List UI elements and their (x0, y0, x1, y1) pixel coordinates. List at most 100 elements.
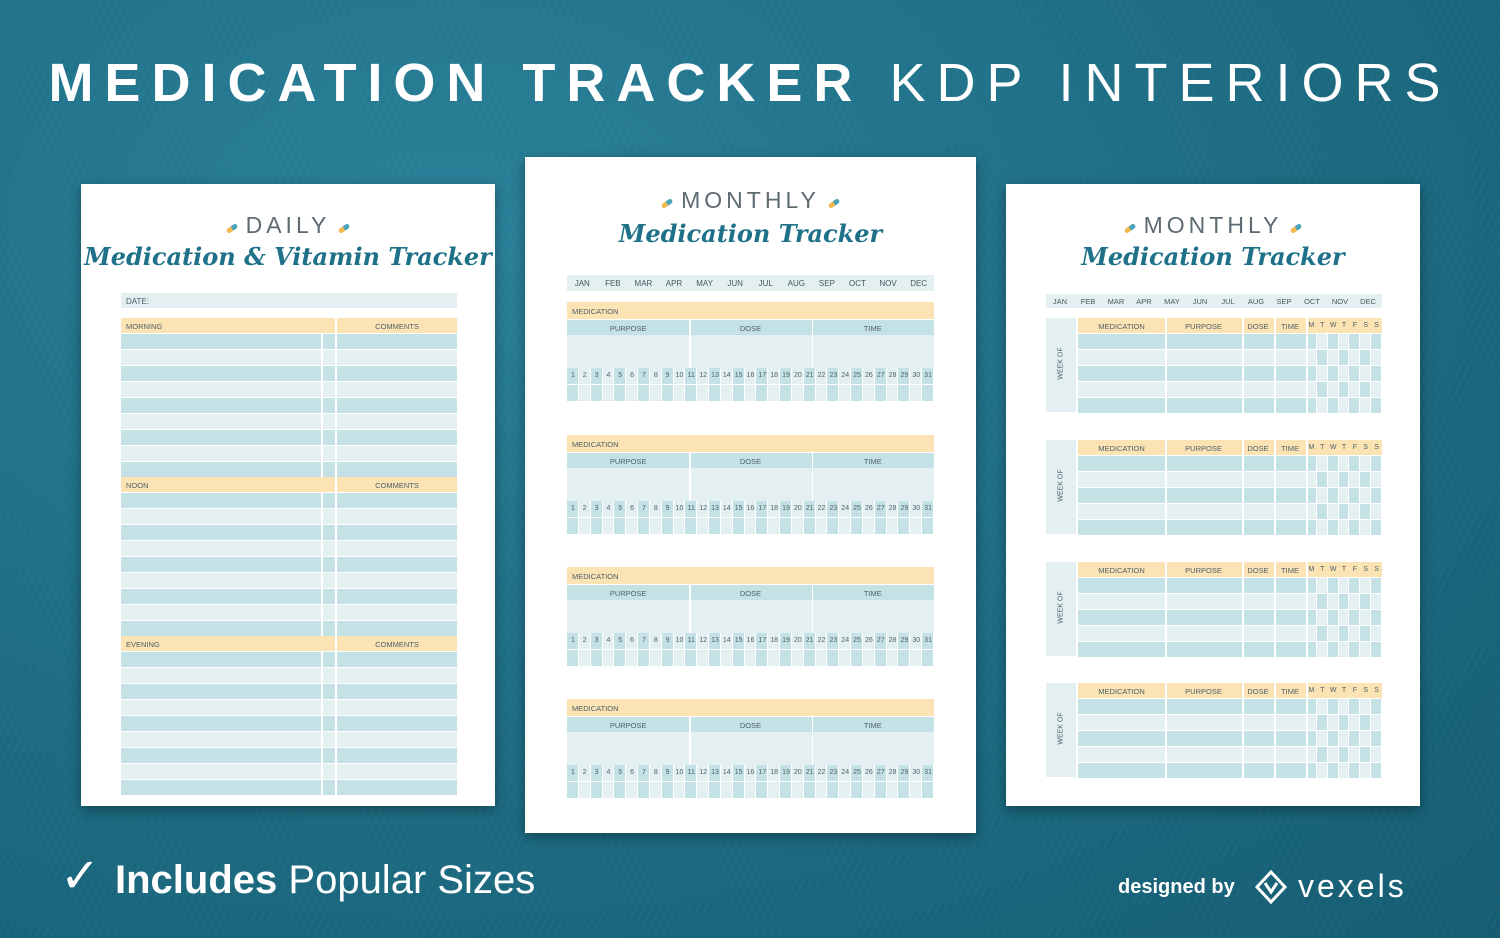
check-cell[interactable] (1316, 504, 1327, 519)
check-cell[interactable] (1306, 699, 1316, 714)
entry-row[interactable] (121, 668, 457, 683)
month-oct[interactable]: OCT (1304, 296, 1320, 306)
check-cell[interactable] (1360, 456, 1371, 471)
check-cell[interactable] (1338, 626, 1349, 641)
day-check-cell[interactable] (910, 518, 922, 534)
check-cell[interactable] (1371, 334, 1381, 349)
day-check-cell[interactable] (614, 385, 626, 401)
day-check-cell[interactable] (827, 782, 839, 798)
entry-row[interactable] (121, 716, 457, 731)
entry-row[interactable] (1078, 610, 1306, 625)
check-cell[interactable] (1371, 504, 1381, 519)
check-cell[interactable] (1371, 642, 1381, 657)
check-cell[interactable] (1349, 763, 1360, 778)
day-check-cell[interactable] (602, 518, 614, 534)
check-cell[interactable] (1327, 350, 1338, 365)
month-may[interactable]: MAY (1164, 296, 1180, 306)
entry-row[interactable] (121, 430, 457, 445)
entry-row[interactable] (121, 414, 457, 429)
entry-row[interactable] (121, 334, 457, 349)
day-check-cell[interactable] (638, 518, 649, 534)
check-cell[interactable] (1338, 578, 1349, 593)
check-cell[interactable] (1327, 488, 1338, 503)
check-cell[interactable] (1316, 594, 1327, 609)
day-check-cell[interactable] (638, 650, 649, 666)
month-jul[interactable]: JUL (758, 278, 773, 288)
check-cell[interactable] (1316, 610, 1327, 625)
check-cell[interactable] (1327, 715, 1338, 730)
entry-row[interactable] (1078, 504, 1306, 519)
day-check-cell[interactable] (626, 518, 638, 534)
day-check-cell[interactable] (780, 782, 791, 798)
day-check-cell[interactable] (922, 650, 933, 666)
check-cell[interactable] (1327, 578, 1338, 593)
check-cell[interactable] (1316, 699, 1327, 714)
check-cell[interactable] (1316, 731, 1327, 746)
check-cell[interactable] (1327, 382, 1338, 397)
day-check-cell[interactable] (922, 518, 933, 534)
day-check-cell[interactable] (744, 782, 756, 798)
month-aug[interactable]: AUG (1247, 296, 1265, 306)
month-feb[interactable]: FEB (605, 278, 621, 288)
check-cell[interactable] (1349, 747, 1360, 762)
entry-row[interactable] (1078, 456, 1306, 471)
check-cell[interactable] (1371, 456, 1381, 471)
entry-row[interactable] (121, 748, 457, 763)
check-cell[interactable] (1338, 504, 1349, 519)
day-check-cell[interactable] (874, 650, 886, 666)
day-check-cell[interactable] (709, 782, 720, 798)
check-cell[interactable] (1316, 334, 1327, 349)
entry-row[interactable] (1078, 715, 1306, 730)
check-cell[interactable] (1371, 488, 1381, 503)
day-check-cell[interactable] (732, 782, 744, 798)
day-check-cell[interactable] (815, 782, 827, 798)
entry-row[interactable] (121, 764, 457, 779)
entry-row[interactable] (1078, 382, 1306, 397)
day-check-cell[interactable] (732, 518, 744, 534)
day-check-cell[interactable] (803, 385, 815, 401)
day-check-cell[interactable] (673, 782, 685, 798)
day-check-cell[interactable] (791, 385, 803, 401)
month-apr[interactable]: APR (665, 278, 683, 288)
day-check-cell[interactable] (661, 782, 673, 798)
entry-row[interactable] (121, 382, 457, 397)
check-cell[interactable] (1338, 472, 1349, 487)
entry-row[interactable] (121, 398, 457, 413)
day-check-cell[interactable] (756, 650, 768, 666)
check-cell[interactable] (1327, 520, 1338, 535)
check-cell[interactable] (1316, 763, 1327, 778)
day-check-cell[interactable] (756, 782, 768, 798)
day-check-cell[interactable] (886, 518, 898, 534)
month-jun[interactable]: JUN (1192, 296, 1208, 306)
check-cell[interactable] (1316, 398, 1327, 413)
day-check-cell[interactable] (673, 650, 685, 666)
day-check-cell[interactable] (685, 650, 697, 666)
day-check-cell[interactable] (720, 650, 732, 666)
month-jan[interactable]: JAN (1052, 296, 1068, 306)
day-check-cell[interactable] (791, 650, 803, 666)
day-check-cell[interactable] (898, 782, 910, 798)
day-check-cell[interactable] (922, 782, 933, 798)
month-mar[interactable]: MAR (1107, 296, 1125, 306)
day-check-cell[interactable] (827, 385, 839, 401)
check-cell[interactable] (1316, 520, 1327, 535)
check-cell[interactable] (1327, 610, 1338, 625)
entry-row[interactable] (1078, 472, 1306, 487)
day-check-cell[interactable] (590, 650, 602, 666)
entry-row[interactable] (1078, 350, 1306, 365)
check-cell[interactable] (1360, 350, 1371, 365)
check-cell[interactable] (1371, 747, 1381, 762)
month-dec[interactable]: DEC (1360, 296, 1376, 306)
day-check-cell[interactable] (649, 650, 661, 666)
day-check-cell[interactable] (780, 518, 791, 534)
day-check-cell[interactable] (590, 385, 602, 401)
month-nov[interactable]: NOV (1331, 296, 1349, 306)
check-cell[interactable] (1306, 610, 1316, 625)
check-cell[interactable] (1327, 642, 1338, 657)
day-check-cell[interactable] (626, 782, 638, 798)
day-check-cell[interactable] (578, 650, 590, 666)
day-check-cell[interactable] (910, 782, 922, 798)
check-cell[interactable] (1349, 334, 1360, 349)
check-cell[interactable] (1360, 578, 1371, 593)
check-cell[interactable] (1360, 472, 1371, 487)
